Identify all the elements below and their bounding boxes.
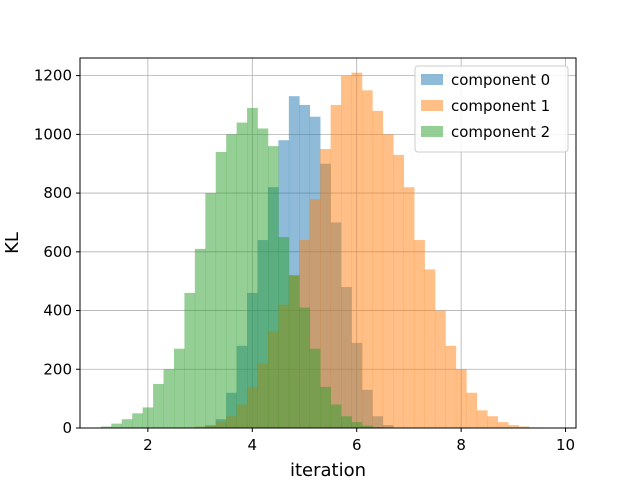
legend-entry: component 0: [451, 71, 550, 89]
y-tick-label: 200: [43, 360, 72, 378]
histogram-bar: [330, 104, 342, 428]
histogram-bar: [424, 269, 436, 428]
histogram-bars: [100, 72, 551, 429]
histogram-bar: [132, 413, 143, 428]
histogram-bar: [341, 75, 352, 428]
histogram-bar: [330, 404, 342, 428]
legend-swatch: [421, 100, 443, 111]
histogram-bar: [184, 292, 196, 428]
histogram-bar: [142, 407, 154, 428]
histogram-bar: [247, 107, 258, 429]
histogram-bar: [320, 149, 331, 429]
histogram-bar: [194, 248, 206, 428]
legend-swatch: [421, 126, 443, 137]
histogram-bar: [351, 72, 363, 428]
legend: component 0 component 1 component 2: [414, 65, 569, 153]
histogram-bar: [518, 426, 530, 428]
legend-entry: component 1: [451, 97, 550, 115]
y-tick-label: 800: [43, 184, 72, 202]
y-tick-label: 1200: [34, 67, 72, 85]
histogram-bar: [393, 154, 405, 428]
histogram-bar: [497, 422, 509, 428]
histogram-bar: [351, 422, 363, 428]
histogram-bar: [111, 423, 123, 428]
x-tick-label: 8: [456, 436, 466, 454]
series-2: [100, 107, 394, 429]
histogram-bar: [403, 187, 415, 428]
axis-ticks: 2 4 6 8 10 0 200 400 600 800 1000 1200: [34, 67, 575, 454]
histogram-bar: [372, 110, 384, 428]
histogram-bar: [278, 237, 290, 428]
histogram-bar: [508, 425, 519, 428]
plot-frame: [79, 57, 577, 429]
histogram-bar: [382, 134, 394, 428]
x-axis-label: iteration: [290, 460, 366, 480]
legend-entry: component 2: [451, 123, 550, 141]
histogram-bar: [309, 348, 321, 428]
x-tick-label: 6: [352, 436, 362, 454]
histogram-bar: [236, 122, 248, 428]
histogram-bar: [309, 198, 321, 428]
histogram-bar: [173, 348, 185, 428]
histogram-bar: [288, 96, 300, 428]
y-tick-label: 600: [43, 243, 72, 261]
histogram-bar: [466, 392, 478, 428]
histogram-bar: [215, 151, 227, 428]
y-tick-label: 400: [43, 302, 72, 320]
legend-frame: [414, 65, 569, 153]
histogram-bar: [361, 425, 373, 428]
histogram-bar: [121, 419, 133, 428]
histogram-bar: [153, 383, 164, 428]
histogram-bar: [487, 416, 498, 428]
histogram-bar: [163, 369, 175, 428]
histogram-bar: [257, 128, 269, 428]
histogram-bar: [267, 146, 279, 428]
histogram-bar: [205, 193, 217, 428]
histogram-bar: [288, 275, 300, 428]
y-tick-label: 0: [62, 419, 72, 437]
histogram-bar: [435, 310, 446, 428]
histogram-bar: [455, 369, 467, 428]
y-axis-label: KL: [2, 232, 23, 254]
x-tick-label: 4: [248, 436, 258, 454]
legend-swatch: [421, 74, 443, 85]
histogram-bar: [445, 345, 457, 428]
histogram-bar: [100, 426, 112, 428]
x-tick-label: 2: [143, 436, 153, 454]
histogram-bar: [476, 410, 488, 428]
histogram-bar: [341, 416, 352, 428]
histogram-bar: [226, 134, 237, 428]
histogram-bar: [320, 386, 331, 428]
histogram-bar: [299, 307, 311, 428]
histogram-bar: [414, 240, 425, 428]
x-tick-label: 10: [556, 436, 575, 454]
histogram-bar: [361, 90, 373, 429]
y-tick-label: 1000: [34, 125, 72, 143]
